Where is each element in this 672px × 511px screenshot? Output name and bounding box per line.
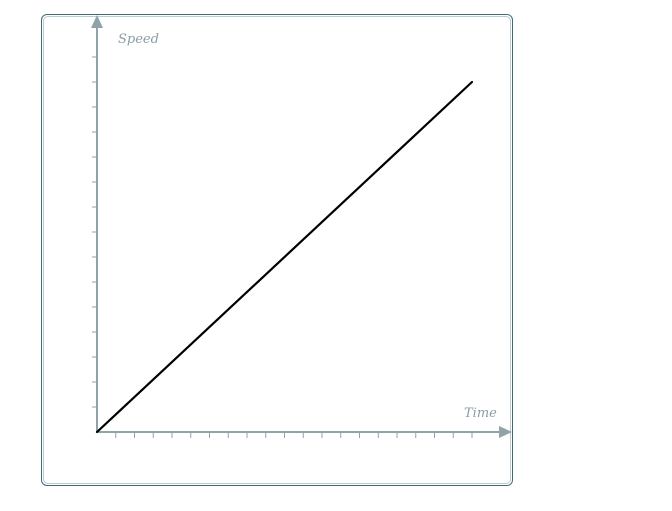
chart-frame-inner — [43, 16, 511, 484]
y-axis-arrow — [91, 15, 103, 28]
series — [95, 80, 474, 434]
y-axis-label: Speed — [118, 32, 159, 47]
x-axis-arrow — [499, 426, 512, 438]
x-axis-label: Time — [464, 406, 497, 421]
ticks — [92, 56, 473, 438]
axes — [91, 15, 512, 438]
series-line — [95, 80, 474, 434]
chart-frame — [41, 14, 513, 486]
